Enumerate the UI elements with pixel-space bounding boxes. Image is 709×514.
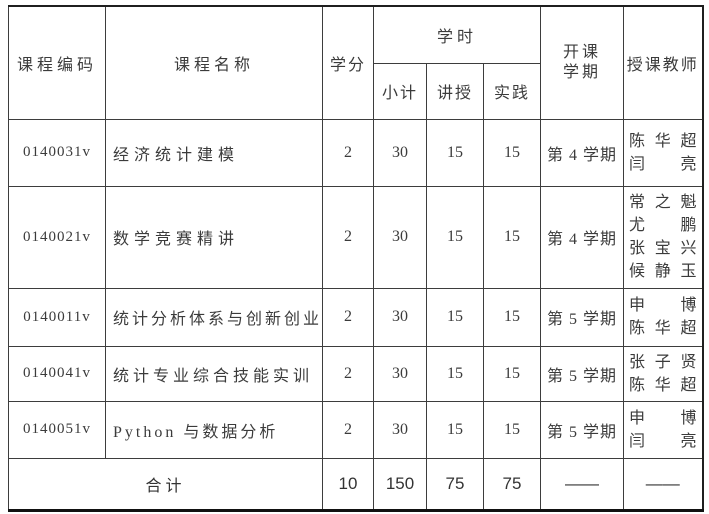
header-row-2: 小计 讲授 实践: [9, 62, 703, 120]
hours-practice: 15: [483, 185, 541, 289]
hours-lecture: 15: [426, 345, 484, 402]
total-hours-subtotal: 150: [373, 457, 427, 511]
teachers: 申博 陈华超: [623, 287, 703, 347]
credits: 2: [322, 185, 374, 289]
header-semester: 开课 学期: [540, 5, 624, 120]
teacher-name: 张子贤: [629, 353, 697, 371]
total-hours-lecture: 75: [426, 457, 484, 511]
teachers: 申博 闫亮: [623, 400, 703, 459]
course-name: 统计专业综合技能实训: [105, 345, 323, 402]
total-semester-dash: ——: [540, 457, 624, 511]
total-hours-practice: 75: [483, 457, 541, 511]
teacher-name: 张宝兴: [629, 240, 697, 257]
table-row: 0140031v 经济统计建模 2 30 15 15 第 4 学期 陈华超 闫亮: [8, 118, 703, 187]
hours-lecture: 15: [426, 400, 484, 459]
table-row: 0140041v 统计专业综合技能实训 2 30 15 15 第 5 学期 张子…: [8, 345, 703, 402]
hours-practice: 15: [483, 400, 541, 459]
hours-lecture: 15: [426, 287, 484, 347]
teacher-name: 尤鹏: [629, 217, 697, 234]
course-code: 0140051v: [8, 400, 106, 459]
course-name: 经济统计建模: [105, 118, 323, 187]
course-name: 统计分析体系与创新创业: [105, 287, 323, 347]
course-table: 课程编码 课程名称 学分 学时 开课 学期 授课教师 小计 讲授 实践 0140…: [8, 5, 704, 512]
table-row: 0140021v 数学竞赛精讲 2 30 15 15 第 4 学期 常之魁 尤鹏…: [8, 185, 703, 289]
total-teacher-dash: ——: [623, 457, 703, 511]
teacher-name: 陈华超: [629, 320, 697, 337]
hours-practice: 15: [483, 345, 541, 402]
teachers: 常之魁 尤鹏 张宝兴 候静玉: [623, 185, 703, 289]
table-row: 0140011v 统计分析体系与创新创业 2 30 15 15 第 5 学期 申…: [8, 287, 703, 347]
semester: 第 4 学期: [540, 185, 624, 289]
hours-subtotal: 30: [373, 185, 427, 289]
header-hours-practice: 实践: [483, 62, 541, 120]
header-hours-lecture: 讲授: [426, 62, 484, 120]
header-course-name: 课程名称: [105, 5, 323, 120]
teacher-name: 闫亮: [629, 432, 697, 450]
course-name: Python 与数据分析: [105, 400, 323, 459]
teacher-name: 闫亮: [629, 155, 697, 173]
header-hours-subtotal: 小计: [373, 62, 427, 120]
course-code: 0140021v: [8, 185, 106, 289]
teacher-name: 申博: [629, 409, 697, 427]
total-credits: 10: [322, 457, 374, 511]
header-credits: 学分: [322, 5, 374, 120]
semester: 第 5 学期: [540, 345, 624, 402]
semester: 第 5 学期: [540, 400, 624, 459]
teachers: 陈华超 闫亮: [623, 118, 703, 187]
teacher-name: 候静玉: [629, 263, 697, 280]
teacher-name: 申博: [629, 297, 697, 314]
header-semester-line2: 学期: [562, 63, 601, 81]
header-row-1: 课程编码 课程名称 学分 学时 开课 学期 授课教师: [8, 5, 703, 120]
hours-subtotal: 30: [373, 400, 427, 459]
hours-lecture: 15: [426, 118, 484, 187]
hours-subtotal: 30: [373, 345, 427, 402]
hours-practice: 15: [483, 287, 541, 347]
course-name: 数学竞赛精讲: [105, 185, 323, 289]
header-course-code: 课程编码: [8, 5, 106, 120]
semester: 第 5 学期: [540, 287, 624, 347]
credits: 2: [322, 287, 374, 347]
header-teacher: 授课教师: [623, 5, 703, 120]
course-code: 0140041v: [8, 345, 106, 402]
table-row: 0140051v Python 与数据分析 2 30 15 15 第 5 学期 …: [8, 400, 703, 459]
header-hours: 学时: [373, 5, 541, 64]
semester: 第 4 学期: [540, 118, 624, 187]
teacher-name: 陈华超: [629, 132, 697, 150]
course-code: 0140031v: [8, 118, 106, 187]
credits: 2: [322, 118, 374, 187]
teacher-name: 常之魁: [629, 194, 697, 211]
teachers: 张子贤 陈华超: [623, 345, 703, 402]
credits: 2: [322, 400, 374, 459]
teacher-name: 陈华超: [629, 376, 697, 394]
course-code: 0140011v: [8, 287, 106, 347]
total-row: 合计 10 150 75 75 —— ——: [8, 457, 703, 511]
hours-practice: 15: [483, 118, 541, 187]
total-label: 合计: [8, 457, 323, 511]
hours-lecture: 15: [426, 185, 484, 289]
header-semester-line1: 开课: [562, 43, 601, 61]
hours-subtotal: 30: [373, 287, 427, 347]
credits: 2: [322, 345, 374, 402]
hours-subtotal: 30: [373, 118, 427, 187]
